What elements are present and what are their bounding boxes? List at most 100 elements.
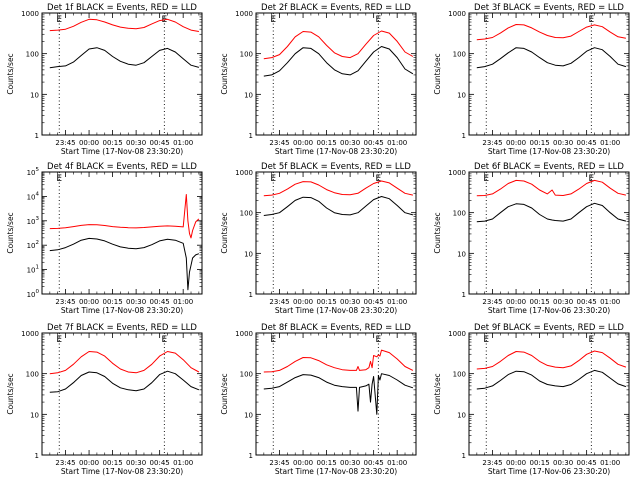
y-tick-label: 1000 xyxy=(21,10,39,18)
y-tick-label: 105 xyxy=(27,167,40,177)
series-line-events xyxy=(49,47,200,69)
x-tick-label: 00:00 xyxy=(506,139,526,147)
x-tick-label: 00:45 xyxy=(364,459,384,467)
y-tick-label: 1000 xyxy=(235,10,253,18)
series-line-lld xyxy=(49,351,200,375)
plot-frame xyxy=(468,12,630,136)
x-tick-label: 00:00 xyxy=(506,459,526,467)
x-tick-label: 00:30 xyxy=(553,298,573,306)
chart-title: Det 9f BLACK = Events, RED = LLD xyxy=(474,323,624,333)
x-axis-label: Start Time (17-Nov-06 23:30:20) xyxy=(488,306,610,315)
y-tick-base: 10 xyxy=(27,169,36,177)
y-tick-label: 1 xyxy=(462,452,466,460)
event-marker-label: E xyxy=(483,174,489,184)
x-tick-label: 00:00 xyxy=(506,298,526,306)
x-tick-label: 00:00 xyxy=(293,459,313,467)
y-tick-exponent: 3 xyxy=(36,216,40,222)
y-tick-label: 103 xyxy=(27,216,40,226)
y-tick-label: 1000 xyxy=(448,169,466,177)
y-axis-label: Counts/sec xyxy=(6,373,15,414)
y-tick-exponent: 1 xyxy=(36,265,40,271)
x-tick-label: 00:15 xyxy=(529,139,549,147)
plot-frame xyxy=(255,171,417,295)
y-tick-label: 100 xyxy=(453,371,466,379)
y-tick-label: 100 xyxy=(240,371,253,379)
chart-panel-4: Det 4f BLACK = Events, RED = LLD10010110… xyxy=(6,162,203,315)
x-tick-label: 01:00 xyxy=(173,298,193,306)
series-line-events xyxy=(263,196,414,216)
x-tick-label: 00:30 xyxy=(553,459,573,467)
x-tick-label: 00:45 xyxy=(364,298,384,306)
y-tick-base: 10 xyxy=(27,193,36,201)
chart-panel-8: Det 8f BLACK = Events, RED = LLD 1 10 100 10… xyxy=(220,323,417,476)
y-tick-base: 10 xyxy=(27,218,36,226)
y-tick-exponent: 5 xyxy=(36,167,40,173)
y-tick-label: 100 xyxy=(240,51,253,59)
y-tick-label: 10 xyxy=(457,250,466,258)
x-tick-label: 00:15 xyxy=(316,298,336,306)
chart-title: Det 5f BLACK = Events, RED = LLD xyxy=(261,162,411,172)
y-tick-label: 1 xyxy=(35,132,39,140)
x-axis-label: Start Time (17-Nov-06 23:30:20) xyxy=(488,467,610,476)
series-line-lld xyxy=(476,179,627,197)
y-axis-label: Counts/sec xyxy=(220,53,229,94)
y-tick-exponent: 0 xyxy=(36,289,40,295)
plot-frame xyxy=(41,171,203,295)
x-axis-label: Start Time (17-Nov-08 23:30:20) xyxy=(488,147,610,156)
series-line-lld xyxy=(476,24,626,41)
x-tick-label: 23:45 xyxy=(482,298,502,306)
y-tick-label: 100 xyxy=(26,371,39,379)
x-axis-label: Start Time (17-Nov-08 23:30:20) xyxy=(61,306,183,315)
event-marker-label: E xyxy=(270,174,276,184)
y-tick-label: 1 xyxy=(35,452,39,460)
x-tick-label: 01:00 xyxy=(600,459,620,467)
x-tick-label: 01:00 xyxy=(387,459,407,467)
y-tick-label: 10 xyxy=(30,411,39,419)
x-tick-label: 23:45 xyxy=(269,459,289,467)
y-tick-label: 10 xyxy=(244,91,253,99)
event-marker-label: E xyxy=(589,174,595,184)
series-line-lld xyxy=(263,30,414,60)
x-tick-label: 01:00 xyxy=(387,298,407,306)
chart-title: Det 4f BLACK = Events, RED = LLD xyxy=(47,162,197,172)
plot-frame xyxy=(41,12,203,136)
y-tick-label: 10 xyxy=(30,91,39,99)
x-tick-label: 00:00 xyxy=(79,298,99,306)
chart-panel-9: Det 9f BLACK = Events, RED = LLD 1 10 100 10… xyxy=(433,323,630,476)
x-tick-label: 01:00 xyxy=(600,139,620,147)
y-axis-label: Counts/sec xyxy=(6,53,15,94)
x-tick-label: 00:30 xyxy=(340,459,360,467)
chart-panel-6: Det 6f BLACK = Events, RED = LLD 1 10 100 10… xyxy=(433,162,630,315)
event-marker-label: E xyxy=(376,174,382,184)
y-axis-label: Counts/sec xyxy=(6,212,15,253)
series-line-lld xyxy=(49,194,200,239)
x-tick-label: 00:45 xyxy=(364,139,384,147)
y-tick-label: 1000 xyxy=(448,330,466,338)
y-tick-label: 1 xyxy=(249,132,253,140)
plot-frame xyxy=(41,332,203,456)
x-tick-label: 00:00 xyxy=(79,139,99,147)
x-tick-label: 00:15 xyxy=(102,459,122,467)
event-marker-label: E xyxy=(56,335,62,345)
x-tick-label: 00:15 xyxy=(316,139,336,147)
event-marker-label: E xyxy=(376,335,382,345)
x-tick-label: 01:00 xyxy=(600,298,620,306)
x-tick-label: 00:15 xyxy=(102,298,122,306)
x-tick-label: 00:15 xyxy=(529,459,549,467)
x-tick-label: 23:45 xyxy=(482,459,502,467)
series-line-lld xyxy=(263,180,414,197)
event-marker-label: E xyxy=(483,15,489,25)
y-tick-label: 1000 xyxy=(21,330,39,338)
y-tick-label: 1 xyxy=(249,452,253,460)
y-tick-base: 10 xyxy=(27,267,36,275)
chart-title: Det 1f BLACK = Events, RED = LLD xyxy=(47,3,197,13)
x-tick-label: 00:30 xyxy=(340,298,360,306)
x-tick-label: 23:45 xyxy=(55,298,75,306)
x-axis-label: Start Time (17-Nov-08 23:30:20) xyxy=(61,467,183,476)
x-tick-label: 00:45 xyxy=(577,139,597,147)
y-tick-label: 10 xyxy=(244,411,253,419)
y-axis-label: Counts/sec xyxy=(433,212,442,253)
series-line-lld xyxy=(263,349,414,373)
y-tick-label: 1 xyxy=(249,291,253,299)
plot-frame xyxy=(255,12,417,136)
